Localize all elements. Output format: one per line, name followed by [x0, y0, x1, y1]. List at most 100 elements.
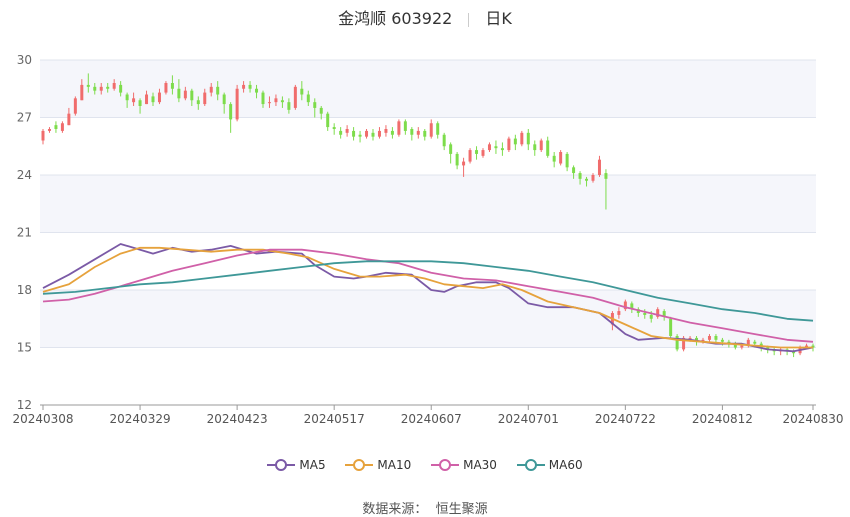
- candle-body: [157, 92, 161, 103]
- candle-body: [811, 345, 815, 348]
- candle-body: [326, 113, 330, 128]
- data-source: 数据来源： 恒生聚源: [0, 498, 850, 517]
- candle-body: [597, 159, 601, 175]
- candle-body: [287, 102, 291, 110]
- legend-label-ma10: MA10: [377, 458, 412, 472]
- candle-body: [753, 341, 757, 344]
- candle-body: [682, 337, 686, 350]
- candle-body: [196, 100, 200, 105]
- candle-body: [190, 90, 194, 101]
- x-tick-label: 20240722: [595, 412, 656, 426]
- candle-body: [604, 173, 608, 179]
- candle-body: [145, 94, 149, 105]
- candle-body: [733, 343, 737, 348]
- candle-body: [132, 98, 136, 103]
- candlestick-chart: 12 15 18 21 24 27 30 20240308 20240329 20240423 20…: [12, 53, 843, 426]
- candle-body: [274, 98, 278, 103]
- grid-band: [40, 175, 816, 233]
- candle-body: [475, 150, 479, 154]
- candle-body: [365, 130, 369, 137]
- chart-header: 金鸿顺 603922 日K: [0, 5, 850, 29]
- candle-body: [229, 104, 233, 120]
- candle-body: [591, 175, 595, 181]
- candle-body: [183, 90, 187, 99]
- candle-body: [164, 83, 168, 93]
- candle-body: [377, 130, 381, 137]
- candle-body: [410, 129, 414, 135]
- series-line-ma10: [42, 246, 813, 349]
- ma30-legend-icon: [431, 459, 460, 471]
- legend-item-ma5[interactable]: MA5: [267, 458, 326, 472]
- candle-body: [242, 84, 246, 89]
- candle-body: [436, 123, 440, 135]
- candle-body: [720, 339, 724, 342]
- candle-body: [507, 138, 511, 151]
- ma60-legend-icon: [516, 459, 545, 471]
- candle-body: [248, 84, 252, 89]
- candle-body: [332, 127, 336, 129]
- legend-item-ma60[interactable]: MA60: [516, 458, 583, 472]
- candle-body: [707, 336, 711, 340]
- candle-body: [416, 130, 420, 135]
- candle-body: [630, 303, 634, 310]
- candle-body: [572, 167, 576, 174]
- x-tick-label: 20240812: [692, 412, 753, 426]
- candle-body: [177, 88, 181, 99]
- candle-body: [714, 336, 718, 340]
- candle-body: [151, 96, 155, 103]
- source-label: 数据来源：: [362, 502, 428, 517]
- x-tick-label: 20240329: [110, 412, 171, 426]
- candle-body: [319, 107, 323, 114]
- candle-body: [352, 130, 356, 137]
- series-line-ma30: [42, 248, 814, 343]
- ma10-legend-icon: [345, 459, 374, 471]
- candle-body: [170, 83, 174, 89]
- candle-body: [462, 161, 466, 166]
- candle-body: [306, 94, 310, 103]
- x-tick-label: 20240308: [12, 412, 73, 426]
- candle-body: [617, 311, 621, 315]
- series-line-ma60: [42, 260, 814, 322]
- candle-body: [358, 134, 362, 137]
- candle-body: [423, 130, 427, 137]
- y-tick-label: 21: [17, 226, 32, 240]
- candle-body: [578, 173, 582, 179]
- y-tick-label: 18: [17, 283, 32, 297]
- candle-body: [384, 129, 388, 133]
- y-tick-label: 30: [17, 53, 32, 67]
- candle-body: [222, 94, 226, 105]
- candle-body: [54, 125, 58, 129]
- candle-body: [533, 144, 537, 151]
- candle-body: [585, 178, 589, 181]
- candle-body: [80, 84, 84, 101]
- y-tick-label: 12: [17, 398, 32, 412]
- candle-body: [267, 102, 271, 104]
- legend-item-ma10[interactable]: MA10: [345, 458, 411, 472]
- chart-title: 金鸿顺 603922: [338, 9, 453, 28]
- candle-body: [293, 86, 297, 108]
- candle-body: [805, 345, 809, 348]
- candle-body: [669, 318, 673, 336]
- candle-body: [119, 84, 123, 93]
- candle-body: [235, 88, 239, 120]
- candle-body: [643, 313, 647, 315]
- candle-body: [766, 347, 770, 350]
- candle-body: [41, 130, 45, 141]
- grid-band: [40, 290, 816, 348]
- candle-body: [345, 129, 349, 133]
- candle-body: [371, 132, 375, 137]
- candle-body: [513, 138, 517, 145]
- candle-body: [526, 132, 530, 145]
- candle-body: [203, 92, 207, 105]
- grid-band: [40, 60, 816, 118]
- candle-body: [520, 132, 524, 145]
- candle-body: [500, 148, 504, 151]
- x-tick-label: 20240701: [498, 412, 559, 426]
- legend-item-ma30[interactable]: MA30: [431, 458, 497, 472]
- y-tick-label: 15: [17, 341, 32, 355]
- candle-body: [216, 86, 220, 95]
- candle-body: [112, 83, 116, 89]
- candle-body: [300, 88, 304, 95]
- candle-body: [746, 339, 750, 346]
